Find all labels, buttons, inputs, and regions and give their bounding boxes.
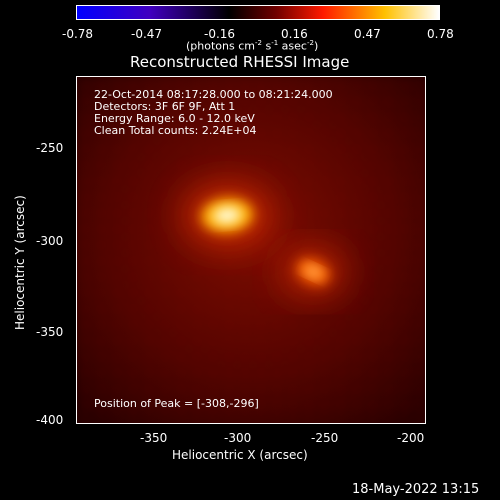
info-line-1: 22-Oct-2014 08:17:28.000 to 08:21:24.000 xyxy=(94,88,333,101)
rhessi-image xyxy=(76,76,426,424)
x-axis-label: Heliocentric X (arcsec) xyxy=(172,448,308,462)
info-line-2: Detectors: 3F 6F 9F, Att 1 xyxy=(94,100,236,113)
y-tick-label: -400 xyxy=(36,413,64,427)
x-tick-label: -300 xyxy=(224,431,252,445)
x-tick-label: -350 xyxy=(140,431,168,445)
colorbar xyxy=(76,5,440,20)
peak-position-label: Position of Peak = [-308,-296] xyxy=(94,397,259,410)
image-title: Reconstructed RHESSI Image xyxy=(130,53,350,71)
primary-source xyxy=(183,185,272,246)
y-tick-label: -250 xyxy=(36,141,64,155)
colorbar-tick-label: -0.47 xyxy=(131,27,163,41)
x-tick-label: -200 xyxy=(397,431,425,445)
colorbar-tick-label: -0.16 xyxy=(204,27,236,41)
secondary-source xyxy=(282,250,344,294)
footer-date: 18-May-2022 13:15 xyxy=(352,482,480,497)
y-tick-label: -300 xyxy=(36,234,64,248)
colorbar-tick-label: -0.78 xyxy=(62,27,94,41)
rhessi-image-svg xyxy=(77,77,425,423)
colorbar-tick-label: 0.47 xyxy=(354,27,381,41)
info-line-4: Clean Total counts: 2.24E+04 xyxy=(94,124,257,137)
y-tick-label: -350 xyxy=(36,325,64,339)
colorbar-tick-label: 0.78 xyxy=(427,27,454,41)
info-line-3: Energy Range: 6.0 - 12.0 keV xyxy=(94,112,255,125)
colorbar-tick-label: 0.16 xyxy=(281,27,308,41)
x-tick-label: -250 xyxy=(311,431,339,445)
colorbar-units: (photons cm-2 s-1 asec-2) xyxy=(186,39,319,53)
y-axis-label: Heliocentric Y (arcsec) xyxy=(13,195,27,330)
